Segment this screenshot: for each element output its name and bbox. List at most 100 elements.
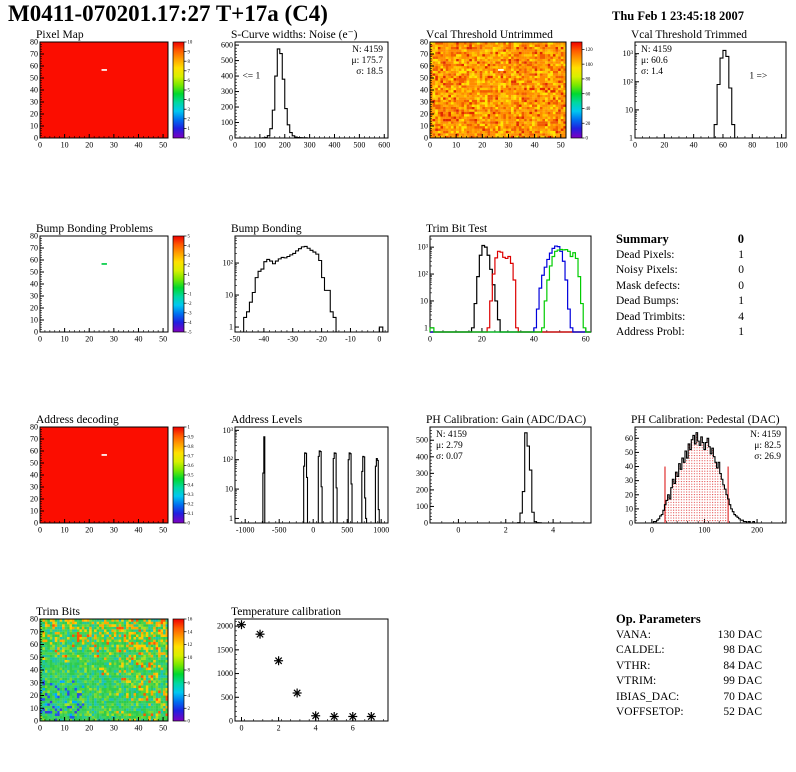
svg-text:0: 0 xyxy=(311,526,315,535)
svg-text:30: 30 xyxy=(504,141,512,150)
svg-text:-20: -20 xyxy=(316,335,327,344)
svg-text:80: 80 xyxy=(30,38,38,47)
svg-text:σ: 1.4: σ: 1.4 xyxy=(641,67,663,77)
svg-text:0: 0 xyxy=(424,134,428,143)
svg-text:40: 40 xyxy=(420,86,428,95)
svg-text:200: 200 xyxy=(279,141,291,150)
svg-text:50: 50 xyxy=(30,459,38,468)
svg-text:10²: 10² xyxy=(223,455,234,464)
svg-text:5: 5 xyxy=(188,89,191,94)
svg-text:0: 0 xyxy=(38,335,42,344)
op-parameters-title: Op. Parameters xyxy=(616,612,701,626)
svg-text:0: 0 xyxy=(424,519,428,528)
svg-text:1: 1 xyxy=(188,426,191,431)
svg-text:40: 40 xyxy=(531,141,539,150)
svg-text:-1000: -1000 xyxy=(236,526,255,535)
svg-text:Bump Bonding: Bump Bonding xyxy=(231,223,302,235)
summary-row: Dead Pixels: 1 xyxy=(616,248,744,261)
svg-text:PH Calibration: Pedestal (DAC): PH Calibration: Pedestal (DAC) xyxy=(631,414,780,426)
svg-text:60: 60 xyxy=(30,447,38,456)
svg-text:10: 10 xyxy=(30,122,38,131)
svg-text:40: 40 xyxy=(530,335,538,344)
svg-text:10: 10 xyxy=(61,526,69,535)
summary-row: Dead Bumps: 1 xyxy=(616,295,744,307)
svg-text:N: 4159: N: 4159 xyxy=(750,430,781,440)
svg-text:200: 200 xyxy=(416,485,428,494)
plot-temperature-calibration: Temperature calibration 0 2 4 6 0 500 1000 1500 2… xyxy=(205,605,397,745)
svg-text:50: 50 xyxy=(159,526,167,535)
svg-text:0: 0 xyxy=(377,335,381,344)
svg-text:100: 100 xyxy=(221,118,233,127)
plot-trim-bit-test: Trim Bit Test 0 20 40 60 1 10 10² 10³ xyxy=(400,222,600,356)
svg-text:N: 4159: N: 4159 xyxy=(641,45,672,55)
svg-text:6: 6 xyxy=(188,79,191,84)
svg-text:20: 20 xyxy=(30,495,38,504)
svg-text:σ: 0.07: σ: 0.07 xyxy=(436,452,463,462)
svg-text:0.4: 0.4 xyxy=(188,483,195,488)
svg-text:500: 500 xyxy=(221,56,233,65)
svg-text:3: 3 xyxy=(188,254,191,259)
timestamp: Thu Feb 1 23:45:18 2007 xyxy=(612,9,744,23)
svg-text:600: 600 xyxy=(221,41,233,50)
svg-text:50: 50 xyxy=(159,335,167,344)
svg-text:Pixel Map: Pixel Map xyxy=(36,29,84,41)
svg-text:200: 200 xyxy=(751,526,763,535)
svg-text:500: 500 xyxy=(353,141,365,150)
svg-text:Address Levels: Address Levels xyxy=(231,414,303,426)
svg-text:0.8: 0.8 xyxy=(188,445,195,450)
svg-text:-500: -500 xyxy=(272,526,287,535)
trim-bit-hist-blue xyxy=(430,245,591,333)
chart-canvas-trim-bit-test: Trim Bit Test 0 20 40 60 1 10 10² 10³ xyxy=(418,223,592,344)
svg-text:100: 100 xyxy=(254,141,266,150)
svg-text:60: 60 xyxy=(586,92,591,97)
svg-text:0: 0 xyxy=(38,526,42,535)
op-parameter-row: IBIAS_DAC: 70 DAC xyxy=(616,690,762,703)
chart-canvas-ph-pedestal: PH Calibration: Pedestal (DAC) 0 100 200 0 10… xyxy=(625,414,787,535)
chart-canvas-vcal-trimmed: Vcal Threshold Trimmed 0 20 40 60 80 100 1 10 10²… xyxy=(623,29,788,150)
svg-text:-3: -3 xyxy=(188,312,193,317)
svg-text:-5: -5 xyxy=(188,331,193,336)
svg-text:30: 30 xyxy=(30,292,38,301)
svg-text:70: 70 xyxy=(30,50,38,59)
svg-text:10³: 10³ xyxy=(623,49,634,58)
svg-text:20: 20 xyxy=(85,526,93,535)
svg-text:50: 50 xyxy=(30,268,38,277)
op-parameter-row: VTHR: 84 DAC xyxy=(616,659,762,672)
svg-text:10: 10 xyxy=(61,335,69,344)
svg-text:Trim Bits: Trim Bits xyxy=(36,606,81,618)
svg-text:0: 0 xyxy=(188,137,191,142)
plot-ph-calibration-pedestal: PH Calibration: Pedestal (DAC) 0 100 200 0 10… xyxy=(605,413,795,547)
svg-text:2: 2 xyxy=(188,264,191,269)
svg-text:σ: 18.5: σ: 18.5 xyxy=(356,67,383,77)
svg-text:Trim Bit Test: Trim Bit Test xyxy=(426,223,488,235)
summary-row: Dead Trimbits: 4 xyxy=(616,310,744,323)
svg-text:500: 500 xyxy=(416,436,428,445)
svg-text:-30: -30 xyxy=(287,335,298,344)
svg-text:70: 70 xyxy=(30,435,38,444)
svg-text:1: 1 xyxy=(229,514,233,523)
svg-text:N: 4159: N: 4159 xyxy=(352,45,383,55)
chart-canvas-address-levels: Address Levels -1000 -500 0 500 1000 1 10 10² 10³ xyxy=(223,414,390,535)
svg-text:30: 30 xyxy=(110,526,118,535)
svg-text:0.9: 0.9 xyxy=(188,435,195,440)
svg-text:80: 80 xyxy=(420,38,428,47)
svg-text:0.1: 0.1 xyxy=(188,512,195,517)
svg-text:10: 10 xyxy=(225,291,233,300)
plot-address-levels: Address Levels -1000 -500 0 500 1000 1 10 10² 10³ xyxy=(205,413,397,547)
svg-text:300: 300 xyxy=(416,469,428,478)
op-parameters-block: Op. Parameters VANA: 130 DAC CALDEL: 98 DA… xyxy=(616,612,762,721)
svg-text:30: 30 xyxy=(110,141,118,150)
svg-text:1000: 1000 xyxy=(373,526,389,535)
svg-text:2: 2 xyxy=(504,526,508,535)
svg-text:10: 10 xyxy=(225,485,233,494)
plot-scurve-noise: S-Curve widths: Noise (e⁻) 0 100 200 300 400 5… xyxy=(205,28,397,162)
svg-text:10: 10 xyxy=(420,296,428,305)
svg-text:5: 5 xyxy=(188,235,191,240)
op-parameter-row: VOFFSETOP: 52 DAC xyxy=(616,706,762,718)
svg-text:40: 40 xyxy=(134,526,142,535)
svg-text:400: 400 xyxy=(329,141,341,150)
plot-vcal-threshold-trimmed: Vcal Threshold Trimmed 0 20 40 60 80 100 1 10 10²… xyxy=(605,28,795,162)
chart-canvas-vcal-untrimmed: Vcal Threshold Untrimmed 0 10 20 30 40 50 0 10 20… xyxy=(420,29,593,150)
